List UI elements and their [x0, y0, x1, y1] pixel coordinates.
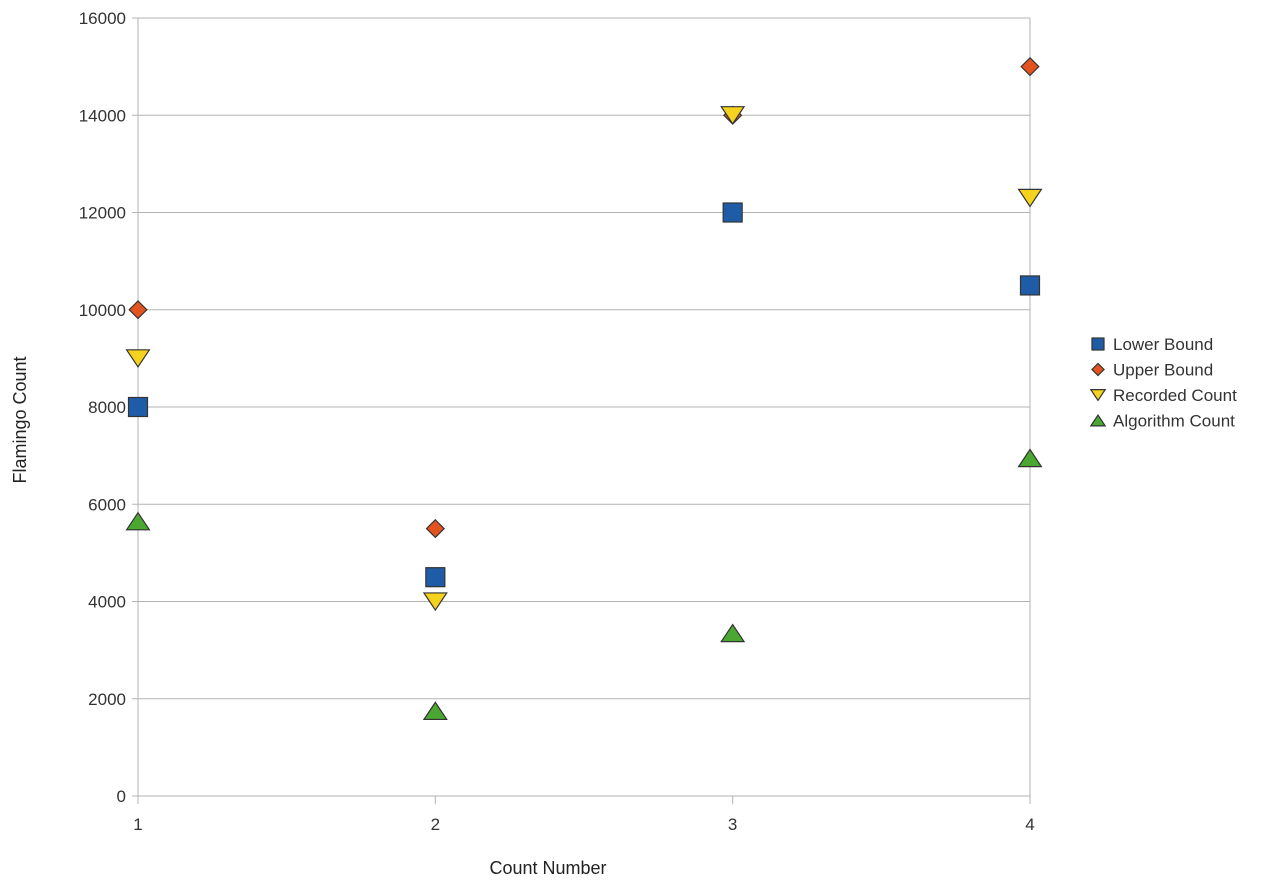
x-axis-title: Count Number — [489, 858, 606, 878]
data-point-lower-bound — [722, 202, 743, 223]
x-tick-label: 2 — [431, 815, 440, 834]
x-tick-label: 1 — [133, 815, 142, 834]
y-tick-label: 0 — [117, 787, 126, 806]
x-tick-label: 4 — [1025, 815, 1034, 834]
data-point-algorithm-count — [125, 511, 151, 531]
data-point-recorded-count — [125, 349, 151, 369]
y-tick-label: 12000 — [79, 204, 126, 223]
y-tick-label: 14000 — [79, 106, 126, 125]
data-points — [125, 56, 1043, 721]
legend-marker-lower-bound — [1091, 337, 1105, 351]
data-point-recorded-count — [1017, 188, 1043, 208]
legend-label-lower-bound: Lower Bound — [1113, 335, 1213, 354]
gridlines — [132, 17, 1030, 797]
legend: Lower Bound Upper Bound Recorded Count Algo… — [1089, 335, 1237, 431]
y-axis-title: Flamingo Count — [10, 356, 30, 483]
y-tick-label: 4000 — [88, 593, 126, 612]
y-tick-label: 8000 — [88, 398, 126, 417]
legend-label-algorithm-count: Algorithm Count — [1113, 412, 1235, 431]
data-point-algorithm-count — [422, 701, 448, 721]
data-point-recorded-count — [422, 592, 448, 612]
y-tick-label: 16000 — [79, 9, 126, 28]
data-point-lower-bound — [425, 567, 446, 588]
data-point-algorithm-count — [1017, 448, 1043, 468]
data-point-upper-bound — [1020, 56, 1040, 77]
legend-label-upper-bound: Upper Bound — [1113, 361, 1213, 380]
data-point-upper-bound — [425, 518, 445, 539]
x-tick-label: 3 — [728, 815, 737, 834]
data-point-lower-bound — [1019, 275, 1041, 296]
y-tick-label: 10000 — [79, 301, 126, 320]
y-tick-label: 6000 — [88, 495, 126, 514]
legend-marker-upper-bound — [1091, 362, 1105, 377]
legend-marker-recorded-count — [1089, 389, 1107, 402]
axes: 0 2000 4000 6000 8000 10000 12000 14000 16000 1 2 3… — [79, 9, 1035, 834]
legend-marker-algorithm-count — [1089, 414, 1107, 427]
data-point-algorithm-count — [720, 623, 746, 643]
data-point-upper-bound — [128, 300, 148, 320]
data-point-lower-bound — [127, 396, 149, 418]
legend-label-recorded-count: Recorded Count — [1113, 386, 1237, 405]
y-tick-label: 2000 — [88, 690, 126, 709]
data-point-recorded-count — [720, 106, 746, 125]
